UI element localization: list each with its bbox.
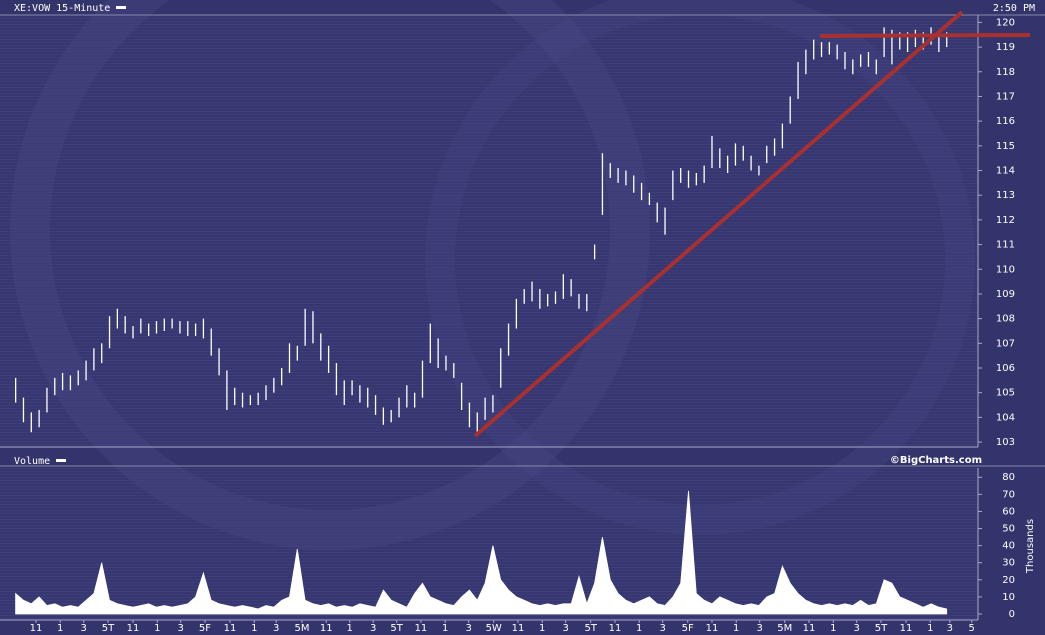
x-tick-label: 3 [370, 623, 376, 634]
x-tick-label: 5F [682, 623, 694, 634]
x-tick-label: 5T [102, 623, 115, 634]
x-tick-label: 3 [273, 623, 279, 634]
y-tick-label: 103 [996, 437, 1015, 448]
x-tick-label: 5 [969, 623, 975, 634]
y-tick-label: 0 [1009, 609, 1015, 620]
y-tick-label: 60 [1002, 506, 1015, 517]
x-tick-label: 1 [57, 623, 63, 634]
x-tick-label: 11 [320, 623, 333, 634]
y-tick-label: 20 [1002, 575, 1015, 586]
y-tick-label: 111 [996, 240, 1015, 251]
y-tick-label: 108 [996, 314, 1015, 325]
watermark [10, 0, 650, 550]
x-tick-label: 5T [584, 623, 597, 634]
x-tick-label: 11 [706, 623, 719, 634]
x-tick-label: 3 [660, 623, 666, 634]
price-panel [0, 15, 978, 447]
y-tick-label: 30 [1002, 558, 1015, 569]
y-tick-label: 118 [996, 67, 1015, 78]
y-tick-label: 119 [996, 42, 1015, 53]
x-tick-label: 5W [486, 623, 502, 634]
x-tick-label: 1 [636, 623, 642, 634]
x-tick-label: 1 [927, 623, 933, 634]
x-tick-label: 3 [465, 623, 471, 634]
y-tick-label: 104 [996, 412, 1015, 423]
y-tick-label: 110 [996, 264, 1015, 275]
source: ©BigCharts.com [890, 455, 982, 466]
resistance-line [819, 33, 1031, 38]
y-tick-label: 40 [1002, 541, 1015, 552]
y-tick-label: 80 [1002, 472, 1015, 483]
x-tick-label: 11 [127, 623, 140, 634]
plot: 1031041051061071081091101111121131141151… [14, 17, 1015, 634]
x-tick-label: 3 [947, 623, 953, 634]
legend-icon [116, 6, 126, 9]
x-tick-label: 3 [562, 623, 568, 634]
y-tick-label: 10 [1002, 592, 1015, 603]
chart-title: XE:VOW 15-Minute [14, 3, 110, 14]
x-tick-label: 1 [154, 623, 160, 634]
y-tick-label: 113 [996, 190, 1015, 201]
y-tick-label: 117 [996, 91, 1015, 102]
volume-title: Volume [14, 456, 50, 467]
watermark [425, 0, 975, 535]
trend-line [473, 10, 964, 438]
x-tick-label: 11 [512, 623, 525, 634]
x-tick-label: 3 [854, 623, 860, 634]
x-tick-label: 11 [609, 623, 622, 634]
x-tick-label: 5M [777, 623, 792, 634]
y-axis-title: Thousands [1025, 519, 1036, 574]
y-tick-label: 107 [996, 338, 1015, 349]
x-tick-label: 3 [81, 623, 87, 634]
volume-area [15, 490, 948, 615]
x-tick-label: 1 [830, 623, 836, 634]
x-tick-label: 5M [295, 623, 310, 634]
x-tick-label: 5T [390, 623, 403, 634]
y-tick-label: 105 [996, 388, 1015, 399]
x-tick-label: 3 [757, 623, 763, 634]
y-tick-label: 120 [996, 17, 1015, 28]
x-tick-label: 3 [178, 623, 184, 634]
x-tick-label: 11 [30, 623, 43, 634]
x-tick-label: 11 [803, 623, 816, 634]
x-tick-label: 1 [442, 623, 448, 634]
y-tick-label: 112 [996, 215, 1015, 226]
x-tick-label: 5F [199, 623, 211, 634]
timestamp: 2:50 PM [993, 3, 1035, 14]
x-tick-label: 5T [875, 623, 888, 634]
x-tick-label: 1 [251, 623, 257, 634]
x-tick-label: 1 [347, 623, 353, 634]
y-tick-label: 115 [996, 141, 1015, 152]
x-tick-label: 11 [900, 623, 913, 634]
y-tick-label: 70 [1002, 489, 1015, 500]
y-tick-label: 50 [1002, 524, 1015, 535]
legend-icon [56, 459, 66, 462]
y-tick-label: 116 [996, 116, 1015, 127]
x-tick-label: 1 [539, 623, 545, 634]
x-tick-label: 11 [415, 623, 428, 634]
x-tick-label: 11 [224, 623, 237, 634]
y-tick-label: 109 [996, 289, 1015, 300]
x-tick-label: 1 [733, 623, 739, 634]
y-tick-label: 114 [996, 166, 1015, 177]
y-tick-label: 106 [996, 363, 1015, 374]
